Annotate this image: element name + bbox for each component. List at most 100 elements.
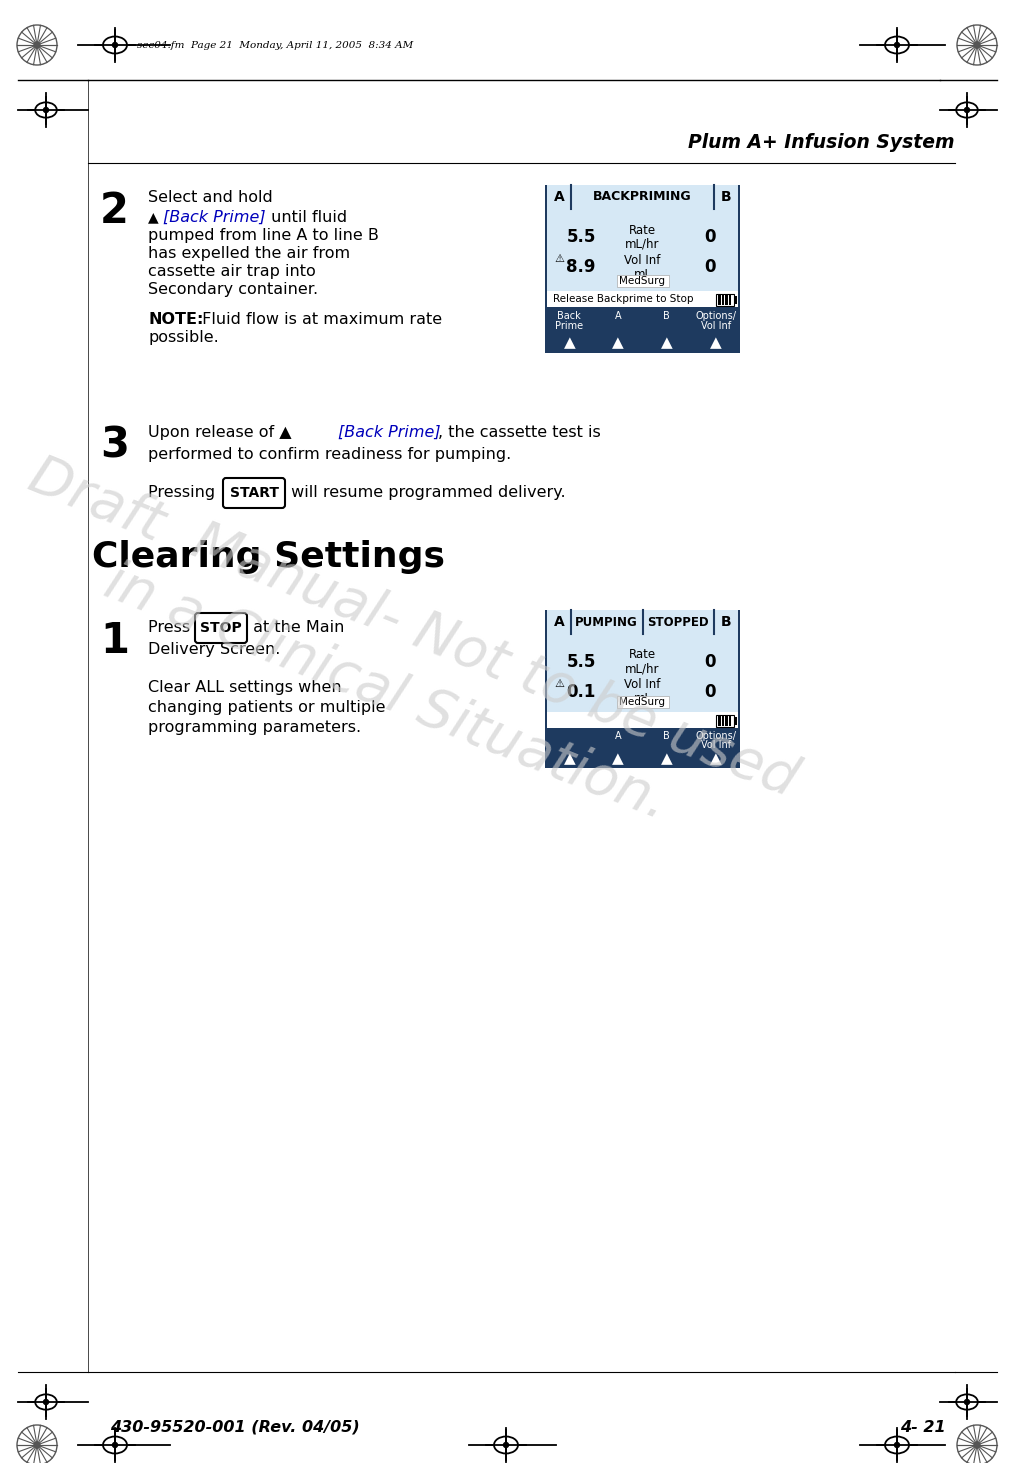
Text: Back: Back: [557, 312, 581, 320]
Bar: [547, 334, 592, 353]
Bar: [644, 751, 689, 768]
Text: 0: 0: [704, 257, 716, 277]
Text: MedSurg: MedSurg: [620, 277, 666, 285]
Bar: [644, 307, 689, 334]
Text: performed to confirm readiness for pumping.: performed to confirm readiness for pumpi…: [148, 448, 512, 462]
Text: 2: 2: [100, 190, 129, 233]
Text: Rate: Rate: [629, 224, 656, 237]
Bar: [547, 751, 592, 768]
Circle shape: [44, 1400, 49, 1404]
Text: 3: 3: [100, 424, 129, 467]
Text: 4- 21: 4- 21: [900, 1421, 945, 1435]
Text: Upon release of ▲: Upon release of ▲: [148, 424, 297, 440]
Text: BACKPRIMING: BACKPRIMING: [594, 190, 692, 203]
Circle shape: [34, 42, 40, 48]
Circle shape: [112, 42, 118, 47]
Text: will resume programmed delivery.: will resume programmed delivery.: [286, 486, 565, 500]
Text: [Back Prime]: [Back Prime]: [338, 424, 441, 440]
Text: Pressing: Pressing: [148, 486, 220, 500]
Text: 0.1: 0.1: [566, 683, 596, 701]
Text: Rate: Rate: [629, 648, 656, 661]
Text: 0: 0: [704, 652, 716, 672]
Circle shape: [112, 1443, 118, 1447]
Text: ⚠: ⚠: [554, 255, 564, 263]
Text: ▲: ▲: [612, 752, 624, 767]
Bar: [718, 715, 720, 726]
Text: 1: 1: [100, 620, 129, 661]
Text: mL: mL: [633, 268, 651, 281]
Text: possible.: possible.: [148, 331, 219, 345]
Bar: [693, 334, 738, 353]
Text: pumped from line A to line B: pumped from line A to line B: [148, 228, 379, 243]
Text: B: B: [664, 732, 671, 740]
Text: ▲: ▲: [563, 335, 575, 351]
Text: [Back Prime]: [Back Prime]: [163, 211, 265, 225]
Ellipse shape: [35, 102, 57, 117]
Text: STOP: STOP: [201, 620, 242, 635]
Text: 0: 0: [704, 228, 716, 246]
Text: Vol Inf: Vol Inf: [701, 320, 730, 331]
Bar: [547, 610, 738, 633]
Text: Select and hold: Select and hold: [148, 190, 272, 205]
Text: has expelled the air from: has expelled the air from: [148, 246, 350, 260]
Text: A: A: [615, 732, 621, 740]
Bar: [693, 751, 738, 768]
Bar: [547, 209, 738, 291]
Circle shape: [964, 107, 969, 113]
Text: until fluid: until fluid: [266, 211, 347, 225]
FancyBboxPatch shape: [223, 478, 285, 508]
Text: Clear ALL settings when: Clear ALL settings when: [148, 680, 341, 695]
Bar: [596, 307, 640, 334]
Text: B: B: [720, 614, 731, 629]
Bar: [728, 715, 731, 726]
Text: A: A: [554, 614, 564, 629]
Text: Secondary container.: Secondary container.: [148, 282, 318, 297]
Ellipse shape: [956, 102, 978, 117]
Bar: [545, 184, 741, 353]
Text: 8.9: 8.9: [566, 257, 596, 277]
Circle shape: [964, 1400, 969, 1404]
Bar: [693, 729, 738, 751]
Text: Prime: Prime: [555, 320, 583, 331]
Text: NOTE:: NOTE:: [148, 312, 204, 328]
Text: sec04.fm  Page 21  Monday, April 11, 2005  8:34 AM: sec04.fm Page 21 Monday, April 11, 2005 …: [137, 41, 413, 50]
Ellipse shape: [103, 1437, 127, 1454]
Ellipse shape: [885, 1437, 909, 1454]
Bar: [734, 296, 736, 304]
Text: 5.5: 5.5: [566, 228, 596, 246]
Text: A: A: [615, 312, 621, 320]
Text: Plum A+ Infusion System: Plum A+ Infusion System: [689, 133, 955, 152]
Bar: [725, 296, 727, 304]
Circle shape: [44, 107, 49, 113]
Text: ▲: ▲: [661, 752, 673, 767]
Text: Clearing Settings: Clearing Settings: [92, 540, 445, 573]
Text: ▲: ▲: [661, 335, 673, 351]
Bar: [716, 715, 734, 727]
Text: Fluid flow is at maximum rate: Fluid flow is at maximum rate: [197, 312, 442, 328]
Bar: [718, 296, 720, 304]
Text: Options/: Options/: [695, 312, 736, 320]
Text: , the cassette test is: , the cassette test is: [438, 424, 601, 440]
Ellipse shape: [885, 37, 909, 54]
Text: Vol Inf: Vol Inf: [701, 740, 730, 751]
Text: B: B: [720, 190, 731, 203]
Bar: [547, 729, 592, 751]
Bar: [721, 715, 724, 726]
Text: A: A: [554, 190, 564, 203]
Text: mL: mL: [633, 692, 651, 705]
Text: ▲: ▲: [710, 752, 721, 767]
Bar: [725, 715, 727, 726]
Circle shape: [894, 1443, 900, 1447]
Bar: [728, 296, 731, 304]
Text: Delivery Screen.: Delivery Screen.: [148, 642, 281, 657]
Text: Press: Press: [148, 620, 196, 635]
Bar: [596, 334, 640, 353]
Bar: [721, 296, 724, 304]
Text: STOPPED: STOPPED: [647, 616, 709, 629]
Circle shape: [34, 1443, 40, 1448]
Text: changing patients or multiple: changing patients or multiple: [148, 699, 386, 715]
Bar: [547, 307, 592, 334]
Text: Vol Inf: Vol Inf: [624, 253, 660, 266]
Text: 5.5: 5.5: [566, 652, 596, 672]
Ellipse shape: [35, 1394, 57, 1410]
